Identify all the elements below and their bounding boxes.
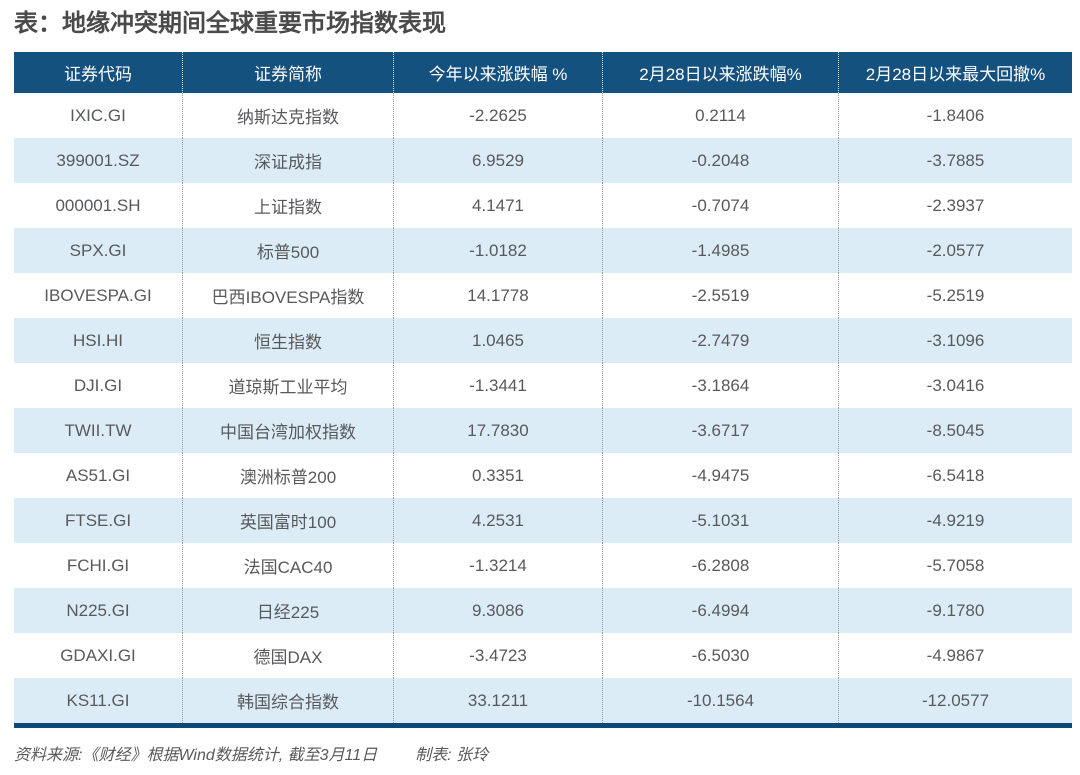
value-cell: 33.1211	[393, 678, 602, 723]
value-cell: -3.0416	[838, 363, 1072, 408]
value-cell: -1.8406	[838, 93, 1072, 138]
security-name-cell: 日经225	[182, 588, 393, 633]
security-name-cell: 深证成指	[182, 138, 393, 183]
value-cell: 14.1778	[393, 273, 602, 318]
security-name-cell: 法国CAC40	[182, 543, 393, 588]
value-cell: 0.3351	[393, 453, 602, 498]
table-row: N225.GI 日经225 9.3086 -6.4994 -9.1780	[14, 588, 1072, 633]
value-cell: -5.2519	[838, 273, 1072, 318]
security-name-cell: 韩国综合指数	[182, 678, 393, 723]
security-code-cell: FCHI.GI	[66, 555, 130, 575]
security-name-cell: 纳斯达克指数	[182, 93, 393, 138]
table-row: IXIC.GI 纳斯达克指数 -2.2625 0.2114 -1.8406	[14, 93, 1072, 138]
table-row: AS51.GI 澳洲标普200 0.3351 -4.9475 -6.5418	[14, 453, 1072, 498]
value-cell: -6.2808	[602, 543, 838, 588]
market-index-table: 证券代码 证券简称 今年以来涨跌幅 % 2月28日以来涨跌幅% 2月28日以来最大回撤%…	[14, 52, 1072, 728]
value-cell: -8.5045	[838, 408, 1072, 453]
value-cell: -10.1564	[602, 678, 838, 723]
security-name-cell: 中国台湾加权指数	[182, 408, 393, 453]
header-cell-4: 2月28日以来最大回撤%	[838, 52, 1072, 93]
security-code-cell: IBOVESPA.GI	[44, 285, 152, 305]
table-row: DJI.GI 道琼斯工业平均 -1.3441 -3.1864 -3.0416	[14, 363, 1072, 408]
value-cell: -12.0577	[838, 678, 1072, 723]
table-row: HSI.HI 恒生指数 1.0465 -2.7479 -3.1096	[14, 318, 1072, 363]
value-cell: -1.4985	[602, 228, 838, 273]
table-row: IBOVESPA.GI 巴西IBOVESPA指数 14.1778 -2.5519 -5.…	[14, 273, 1072, 318]
table-row: FTSE.GI 英国富时100 4.2531 -5.1031 -4.9219	[14, 498, 1072, 543]
security-code-cell: GDAXI.GI	[60, 645, 136, 665]
header-cell-0: 证券代码	[64, 65, 132, 84]
value-cell: -3.4723	[393, 633, 602, 678]
value-cell: -1.3441	[393, 363, 602, 408]
security-name-cell: 巴西IBOVESPA指数	[182, 273, 393, 318]
table-row: 000001.SH 上证指数 4.1471 -0.7074 -2.3937	[14, 183, 1072, 228]
table-row: TWII.TW 中国台湾加权指数 17.7830 -3.6717 -8.5045	[14, 408, 1072, 453]
table-row: GDAXI.GI 德国DAX -3.4723 -6.5030 -4.9867	[14, 633, 1072, 678]
value-cell: -1.3214	[393, 543, 602, 588]
header-cell-1: 证券简称	[182, 52, 393, 93]
security-code-cell: AS51.GI	[65, 465, 131, 485]
value-cell: -5.7058	[838, 543, 1072, 588]
value-cell: -4.9867	[838, 633, 1072, 678]
value-cell: -2.0577	[838, 228, 1072, 273]
table-row: 399001.SZ 深证成指 6.9529 -0.2048 -3.7885	[14, 138, 1072, 183]
security-code-cell: TWII.TW	[64, 420, 132, 440]
security-code-cell: KS11.GI	[66, 690, 130, 710]
value-cell: 6.9529	[393, 138, 602, 183]
footer-credit: 制表: 张玲	[415, 747, 489, 764]
table-row: KS11.GI 韩国综合指数 33.1211 -10.1564 -12.0577	[14, 678, 1072, 723]
security-code-cell: DJI.GI	[73, 375, 123, 395]
security-name-cell: 标普500	[182, 228, 393, 273]
value-cell: -5.1031	[602, 498, 838, 543]
value-cell: -0.7074	[602, 183, 838, 228]
security-name-cell: 道琼斯工业平均	[182, 363, 393, 408]
value-cell: 0.2114	[602, 93, 838, 138]
security-name-cell: 德国DAX	[182, 633, 393, 678]
value-cell: -3.1096	[838, 318, 1072, 363]
security-code-cell: IXIC.GI	[70, 105, 126, 125]
value-cell: -9.1780	[838, 588, 1072, 633]
value-cell: -3.1864	[602, 363, 838, 408]
value-cell: -4.9475	[602, 453, 838, 498]
value-cell: -2.3937	[838, 183, 1072, 228]
security-code-cell: SPX.GI	[69, 240, 127, 260]
security-code-cell: 000001.SH	[55, 195, 141, 215]
table-row: FCHI.GI 法国CAC40 -1.3214 -6.2808 -5.7058	[14, 543, 1072, 588]
security-code-cell: 399001.SZ	[56, 150, 140, 170]
value-cell: -2.5519	[602, 273, 838, 318]
value-cell: -2.2625	[393, 93, 602, 138]
table-body: IXIC.GI 纳斯达克指数 -2.2625 0.2114 -1.8406 399001.…	[14, 93, 1072, 723]
value-cell: 4.1471	[393, 183, 602, 228]
security-code-cell: N225.GI	[66, 600, 130, 620]
security-name-cell: 恒生指数	[182, 318, 393, 363]
security-name-cell: 上证指数	[182, 183, 393, 228]
page: 表：地缘冲突期间全球重要市场指数表现 证券代码 证券简称 今年以来涨跌幅 % 2月28…	[0, 8, 1080, 775]
table-row: SPX.GI 标普500 -1.0182 -1.4985 -2.0577	[14, 228, 1072, 273]
security-code-cell: HSI.HI	[72, 330, 124, 350]
value-cell: -3.6717	[602, 408, 838, 453]
value-cell: 17.7830	[393, 408, 602, 453]
header-cell-2: 今年以来涨跌幅 %	[393, 52, 602, 93]
table-title: 表：地缘冲突期间全球重要市场指数表现	[14, 10, 446, 37]
value-cell: 4.2531	[393, 498, 602, 543]
value-cell: -3.7885	[838, 138, 1072, 183]
value-cell: -1.0182	[393, 228, 602, 273]
value-cell: -6.5030	[602, 633, 838, 678]
value-cell: -4.9219	[838, 498, 1072, 543]
header-cell-3: 2月28日以来涨跌幅%	[602, 52, 838, 93]
security-code-cell: FTSE.GI	[64, 510, 132, 530]
footer-source: 资料来源:《财经》根据Wind数据统计, 截至3月11日	[14, 747, 378, 764]
value-cell: -2.7479	[602, 318, 838, 363]
table-footer: 资料来源:《财经》根据Wind数据统计, 截至3月11日 制表: 张玲	[14, 741, 1080, 765]
value-cell: 1.0465	[393, 318, 602, 363]
value-cell: 9.3086	[393, 588, 602, 633]
table-header-row: 证券代码 证券简称 今年以来涨跌幅 % 2月28日以来涨跌幅% 2月28日以来最大回撤%	[14, 52, 1072, 93]
security-name-cell: 英国富时100	[182, 498, 393, 543]
value-cell: -0.2048	[602, 138, 838, 183]
value-cell: -6.5418	[838, 453, 1072, 498]
security-name-cell: 澳洲标普200	[182, 453, 393, 498]
value-cell: -6.4994	[602, 588, 838, 633]
